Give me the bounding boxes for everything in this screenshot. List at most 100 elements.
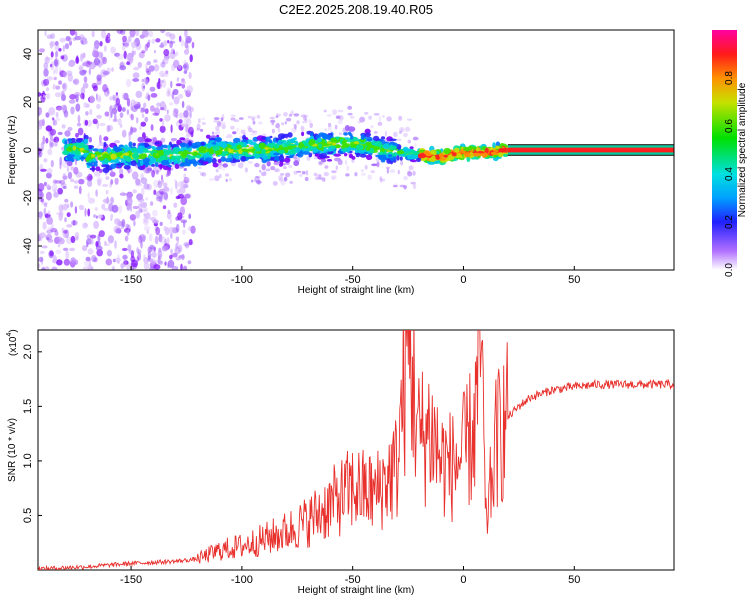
spectrogram-noise-mark [45, 191, 52, 201]
spectrogram-noise-mark [91, 255, 97, 263]
spectrogram-noise-mark [196, 127, 200, 131]
spectrogram-noise-mark [392, 185, 398, 188]
spectrogram-noise-mark [213, 132, 217, 136]
spectrogram-ridge-mark [75, 138, 83, 143]
spectrogram-noise-mark [171, 91, 175, 100]
spectrogram-noise-mark [102, 56, 107, 65]
spectrogram-noise-mark [233, 119, 240, 123]
spectrogram-ridge-mark [191, 145, 198, 149]
spectrogram-ridge-mark [170, 137, 178, 142]
spectrogram-x-label: Height of straight line (km) [298, 285, 415, 296]
spectrogram-ridge-mark [372, 141, 380, 145]
spectrogram-noise-mark [61, 203, 68, 211]
spectrogram-ridge-mark [277, 139, 282, 146]
spectrogram-noise-mark [135, 90, 143, 99]
spectrogram-noise-mark [88, 197, 96, 204]
spectrogram-noise-mark [46, 236, 50, 241]
spectrogram-noise-mark [291, 110, 294, 115]
spectrogram-noise-mark [129, 30, 136, 38]
spectrogram-noise-mark [165, 70, 169, 75]
spectrogram-ridge-mark [427, 161, 436, 165]
spectrogram-noise-mark [229, 178, 232, 182]
spectrogram-noise-mark [54, 41, 59, 46]
spectrogram-noise-mark [157, 249, 163, 259]
snr-y-multiplier: (x104) [6, 329, 19, 356]
spectrogram-ridge-mark [240, 156, 247, 162]
snr-x-ticks: -150 -100 -50 0 50 [120, 566, 580, 586]
spectrogram-noise-mark [162, 182, 168, 187]
spectrogram-noise-mark [181, 253, 185, 261]
spectrogram-noise-mark [97, 214, 103, 219]
spectrogram-noise-mark [49, 41, 56, 47]
spectrogram-ridge-mark [89, 167, 96, 171]
spectrogram-noise-mark [292, 124, 297, 127]
spectrogram-noise-mark [131, 259, 138, 268]
spectrogram-noise-mark [222, 166, 225, 172]
spectrogram-ridge-mark [161, 159, 169, 166]
spectrogram-noise-mark [332, 109, 338, 115]
spectrogram-ridge-mark [232, 131, 237, 135]
spectrogram-noise-mark [81, 40, 84, 45]
spectrogram-noise-mark [104, 240, 107, 246]
spectrogram-noise-mark [126, 229, 130, 236]
spectrogram-ridge-mark [139, 159, 144, 166]
spectrogram-noise-mark [251, 179, 254, 183]
spectrogram-noise-mark [230, 117, 236, 121]
spectrogram-noise-mark [133, 66, 140, 71]
spectrogram-noise-mark [38, 125, 43, 130]
spectrogram-ridge-mark [288, 155, 294, 159]
spectrogram-noise-mark [186, 85, 194, 94]
spectrogram-ridge-mark [94, 152, 102, 156]
spectrogram-noise-mark [149, 86, 156, 92]
spectrogram-noise-mark [65, 35, 71, 42]
spectrogram-noise-mark [61, 94, 66, 102]
spectrogram-noise-mark [248, 161, 253, 164]
spectrogram-noise-mark [150, 124, 154, 131]
spectrogram-noise-mark [64, 43, 69, 50]
spectrogram-noise-mark [40, 141, 45, 150]
spectrogram-noise-mark [167, 40, 170, 44]
spectrogram-ridge-mark [365, 141, 373, 147]
spectrogram-noise-mark [84, 208, 87, 217]
spectrogram-ridge-mark [159, 164, 163, 170]
spectrogram-noise-mark [131, 41, 137, 48]
spectrogram-noise-mark [187, 260, 192, 265]
spectrogram-noise-mark [412, 136, 419, 141]
spectrogram-noise-mark [57, 243, 61, 248]
spectrogram-noise-mark [393, 131, 398, 137]
spectrogram-noise-mark [199, 128, 204, 132]
spectrogram-noise-mark [258, 121, 263, 125]
spectrogram-ridge-mark [492, 142, 496, 149]
spectrogram-noise-mark [164, 226, 170, 236]
spectrogram-noise-mark [251, 130, 255, 133]
spectrogram-ridge-mark [396, 150, 405, 155]
spectrogram-ridge-mark [372, 135, 380, 142]
spectrogram-noise-mark [128, 249, 135, 255]
spectrogram-noise-mark [143, 183, 150, 190]
spectrogram-noise-mark [160, 137, 166, 143]
spectrogram-noise-mark [214, 175, 220, 182]
spectrogram-noise-mark [326, 114, 332, 117]
spectrogram-noise-mark [60, 104, 67, 111]
spectrogram-ridge-mark [343, 132, 348, 136]
spectrogram-noise-mark [226, 134, 233, 139]
spectrogram-noise-mark [131, 50, 135, 58]
spectrogram-noise-mark [51, 183, 58, 193]
spectrogram-noise-mark [188, 106, 195, 113]
spectrogram-noise-mark [167, 259, 175, 268]
spectrogram-noise-mark [43, 158, 48, 163]
spectrogram-noise-mark [373, 131, 378, 134]
spectrogram-noise-mark [175, 243, 179, 250]
spectrogram-noise-mark [121, 107, 126, 112]
spectrogram-noise-mark [70, 201, 74, 208]
spectrogram-ridge-mark [142, 148, 149, 154]
spectrogram-ridge-mark [126, 157, 131, 163]
spectrogram-noise-mark [117, 118, 122, 126]
spectrogram-noise-mark [198, 170, 202, 173]
spectrogram-ridge-mark [104, 159, 109, 163]
spectrogram-noise-mark [101, 203, 106, 210]
spectrogram-noise-mark [70, 106, 75, 115]
spectrogram-noise-mark [155, 226, 161, 236]
spectrogram-ridge-mark [120, 162, 125, 166]
spectrogram-noise-mark [182, 179, 188, 184]
